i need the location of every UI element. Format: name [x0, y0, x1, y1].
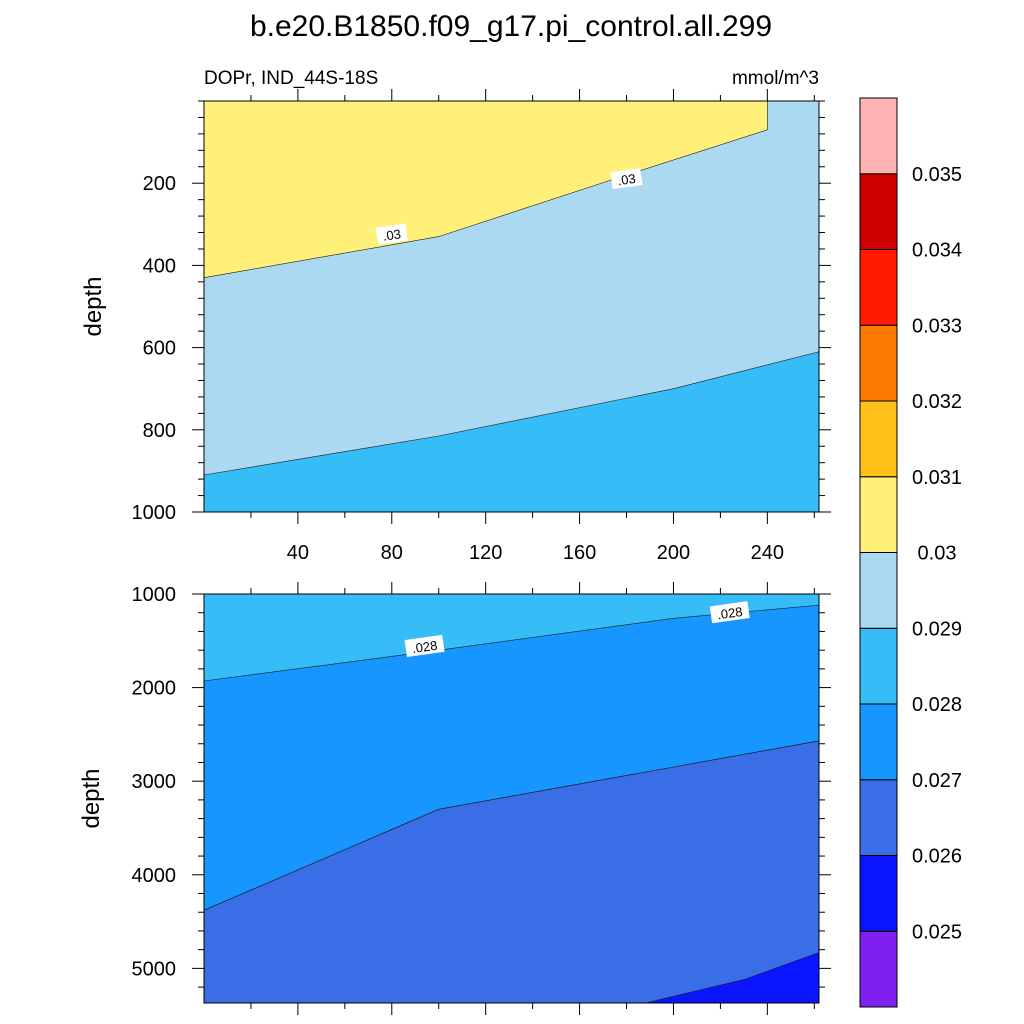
svg-text:.028: .028: [716, 604, 743, 622]
colorbar-box: [859, 855, 898, 932]
x-tick-label: 240: [751, 542, 784, 564]
colorbar-label: 0.033: [912, 315, 962, 337]
y-tick-label: 1000: [132, 502, 177, 524]
y-tick-label: 4000: [132, 865, 177, 887]
colorbar-label: 0.031: [912, 467, 962, 489]
colorbar-box: [859, 779, 898, 856]
x-tick-label: 40: [287, 542, 309, 564]
colorbar-box: [859, 476, 898, 553]
colorbar-box: [859, 627, 898, 705]
y-tick-label: 800: [143, 420, 176, 442]
colorbar-label: 0.035: [912, 164, 962, 186]
colorbar-box: [859, 97, 898, 175]
x-tick-label: 120: [469, 542, 502, 564]
colorbar-label: 0.026: [912, 846, 962, 868]
plot-frame: [203, 100, 820, 513]
colorbar-label: 0.03: [918, 543, 957, 565]
x-tick-label: 80: [381, 542, 403, 564]
contour-label: .028: [709, 601, 750, 624]
colorbar-box: [859, 173, 898, 250]
svg-text:.03: .03: [617, 171, 637, 188]
y-tick-label: 400: [143, 255, 176, 277]
colorbar-box: [859, 552, 898, 629]
contour-label: .03: [610, 168, 643, 190]
x-tick-label: 160: [563, 542, 596, 564]
colorbar-label: 0.029: [912, 618, 962, 640]
y-tick-label: 5000: [132, 958, 177, 980]
chart-title: b.e20.B1850.f09_g17.pi_control.all.299: [250, 10, 772, 43]
y-tick-label: 200: [143, 173, 176, 195]
contour-label: .028: [404, 634, 445, 657]
y-tick-label: 600: [143, 338, 176, 360]
variable-region-label: DOPr, IND_44S-18S: [204, 68, 378, 89]
x-tick-label: 200: [657, 542, 690, 564]
lower-panel: 1000 2000 3000 4000 5000 depth .028 .028: [78, 582, 831, 1015]
y-tick-label: 2000: [132, 678, 177, 700]
y-tick-label: 1000: [132, 584, 177, 606]
colorbar-box: [859, 930, 898, 1008]
colorbar-box: [859, 324, 898, 402]
upper-panel: 40 80 120 160 200 240 200 400 600 800 1000 depth .03…: [80, 89, 831, 564]
svg-text:.03: .03: [382, 226, 402, 243]
y-tick-label: 3000: [132, 771, 177, 793]
colorbar-label: 0.028: [912, 694, 962, 716]
colorbar-label: 0.027: [912, 770, 962, 792]
svg-text:.028: .028: [411, 638, 438, 656]
colorbar-label: 0.034: [912, 240, 962, 262]
colorbar-label: 0.025: [912, 921, 962, 943]
y-axis-label: depth: [78, 768, 105, 828]
colorbar-box: [859, 249, 898, 326]
colorbar-label: 0.032: [912, 391, 962, 413]
contour-label: .03: [375, 223, 408, 245]
units-label: mmol/m^3: [732, 68, 819, 89]
plot-frame: [203, 593, 820, 1004]
colorbar-box: [859, 703, 898, 781]
y-axis-label: depth: [80, 276, 107, 336]
colorbar-box: [859, 400, 898, 478]
colorbar: 0.025 0.026 0.027 0.028 0.029 0.03 0.031 0.032 0…: [859, 97, 962, 1008]
